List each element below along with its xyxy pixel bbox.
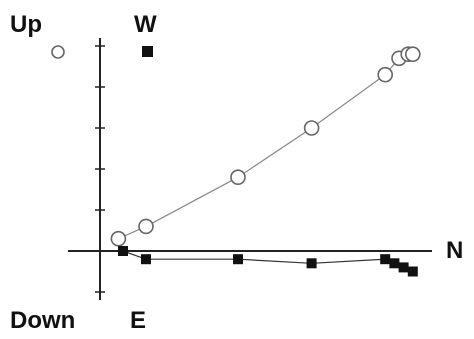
down-label: Down xyxy=(10,307,75,334)
data-point-w xyxy=(118,246,128,256)
data-point-w xyxy=(380,254,391,265)
data-point-up xyxy=(303,120,320,136)
n-label: N xyxy=(446,237,463,264)
data-point-up xyxy=(138,218,154,235)
axis-ticks xyxy=(95,45,105,293)
data-point-w xyxy=(306,258,317,269)
data-point-up xyxy=(377,66,394,83)
data-point-up xyxy=(110,230,127,247)
data-point-up xyxy=(404,46,421,63)
legend-up-marker xyxy=(51,45,65,59)
data-point-w xyxy=(407,266,418,277)
up-label: Up xyxy=(10,11,42,38)
data-point-w xyxy=(233,254,243,265)
series-layer xyxy=(110,46,421,277)
data-point-w xyxy=(389,258,400,269)
series-line-0 xyxy=(118,53,413,240)
legend-w-marker xyxy=(142,46,153,57)
data-point-w xyxy=(141,254,151,265)
data-point-up xyxy=(230,169,246,185)
e-label: E xyxy=(130,307,146,334)
series-line-1 xyxy=(122,250,414,273)
data-point-w xyxy=(398,262,409,273)
w-label: W xyxy=(134,11,157,38)
